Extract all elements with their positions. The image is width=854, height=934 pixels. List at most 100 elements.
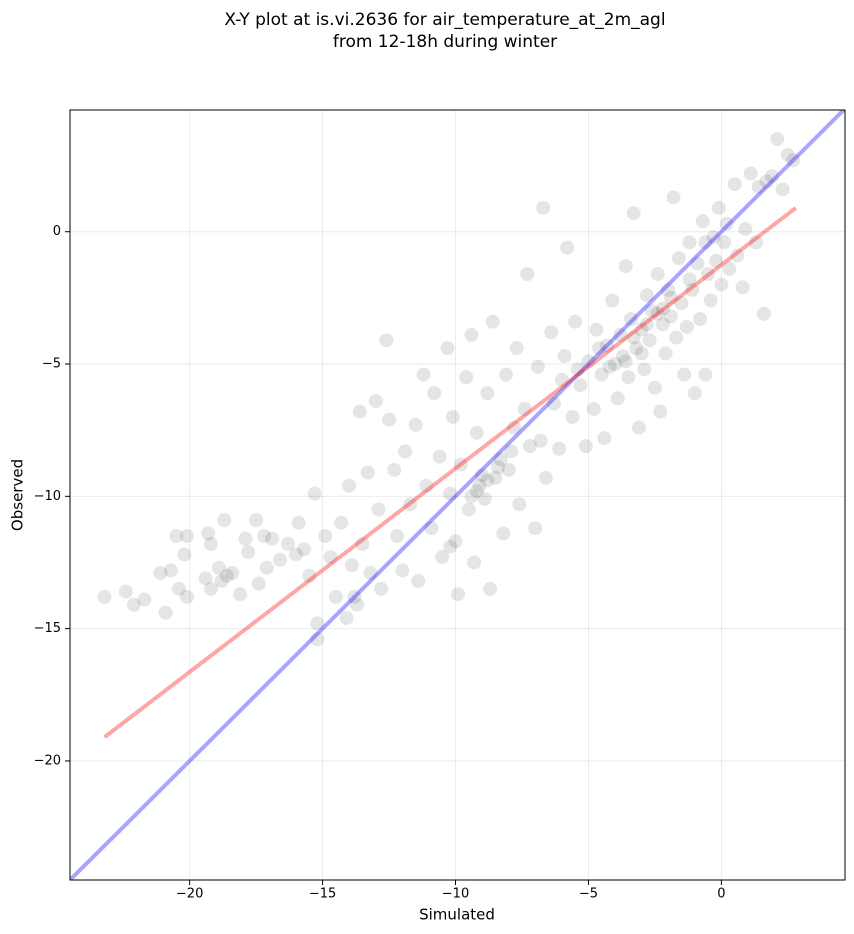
- point: [408, 417, 423, 432]
- point: [639, 288, 654, 303]
- point: [347, 589, 362, 604]
- point: [642, 333, 657, 348]
- point: [703, 293, 718, 308]
- x-tick-label: −5: [579, 887, 598, 902]
- point: [570, 362, 585, 377]
- point: [211, 560, 226, 575]
- point: [775, 182, 790, 197]
- point: [618, 354, 633, 369]
- point: [592, 341, 607, 356]
- point: [137, 592, 152, 607]
- point: [711, 200, 726, 215]
- point: [198, 571, 213, 586]
- point: [631, 420, 646, 435]
- x-tick-label: −15: [309, 887, 336, 902]
- point: [302, 568, 317, 583]
- point: [730, 248, 745, 263]
- point: [650, 267, 665, 282]
- point: [565, 409, 580, 424]
- point: [637, 362, 652, 377]
- point: [355, 536, 370, 551]
- point: [669, 330, 684, 345]
- point: [528, 521, 543, 536]
- point: [602, 359, 617, 374]
- point: [522, 439, 537, 454]
- point: [581, 354, 596, 369]
- plot-frame: [69, 109, 846, 881]
- point: [661, 282, 676, 297]
- x-axis-label: Simulated: [419, 906, 495, 924]
- point: [259, 560, 274, 575]
- point: [504, 444, 519, 459]
- point: [693, 312, 708, 327]
- point: [374, 581, 389, 596]
- point: [573, 378, 588, 393]
- chart-title: from 12-18h during winter: [333, 32, 557, 52]
- point: [475, 468, 490, 483]
- point: [419, 478, 434, 493]
- point: [645, 304, 660, 319]
- point: [685, 282, 700, 297]
- point: [469, 425, 484, 440]
- point: [233, 587, 248, 602]
- point: [225, 566, 240, 581]
- point: [241, 544, 256, 559]
- point: [594, 367, 609, 382]
- point: [501, 462, 516, 477]
- y-tick-label: −15: [34, 621, 61, 636]
- point: [698, 235, 713, 250]
- point: [416, 367, 431, 382]
- point: [203, 581, 218, 596]
- point: [164, 563, 179, 578]
- point: [512, 497, 527, 512]
- point: [459, 370, 474, 385]
- point: [605, 293, 620, 308]
- point: [533, 433, 548, 448]
- point: [647, 380, 662, 395]
- point: [621, 370, 636, 385]
- point: [310, 616, 325, 631]
- point: [288, 547, 303, 562]
- point: [360, 465, 375, 480]
- point: [435, 550, 450, 565]
- point: [179, 589, 194, 604]
- point: [653, 404, 668, 419]
- point: [578, 439, 593, 454]
- point: [350, 597, 365, 612]
- point: [483, 581, 498, 596]
- point: [169, 529, 184, 544]
- point: [203, 536, 218, 551]
- point: [560, 240, 575, 255]
- point: [464, 489, 479, 504]
- point: [382, 412, 397, 427]
- point: [509, 341, 524, 356]
- point: [273, 552, 288, 567]
- point: [554, 372, 569, 387]
- point: [461, 502, 476, 517]
- point: [368, 394, 383, 409]
- point: [485, 314, 500, 329]
- point: [780, 147, 795, 162]
- point: [443, 539, 458, 554]
- point: [219, 568, 234, 583]
- point: [172, 581, 187, 596]
- point: [214, 573, 229, 588]
- point: [616, 349, 631, 364]
- point: [613, 327, 628, 342]
- point: [557, 349, 572, 364]
- point: [751, 179, 766, 194]
- point: [477, 491, 492, 506]
- point: [432, 449, 447, 464]
- point: [709, 253, 724, 268]
- point: [663, 309, 678, 324]
- point: [323, 550, 338, 565]
- point: [610, 391, 625, 406]
- point: [427, 386, 442, 401]
- point: [682, 272, 697, 287]
- point: [698, 367, 713, 382]
- point: [464, 327, 479, 342]
- point: [695, 214, 710, 229]
- point: [158, 605, 173, 620]
- point: [291, 515, 306, 530]
- point: [379, 333, 394, 348]
